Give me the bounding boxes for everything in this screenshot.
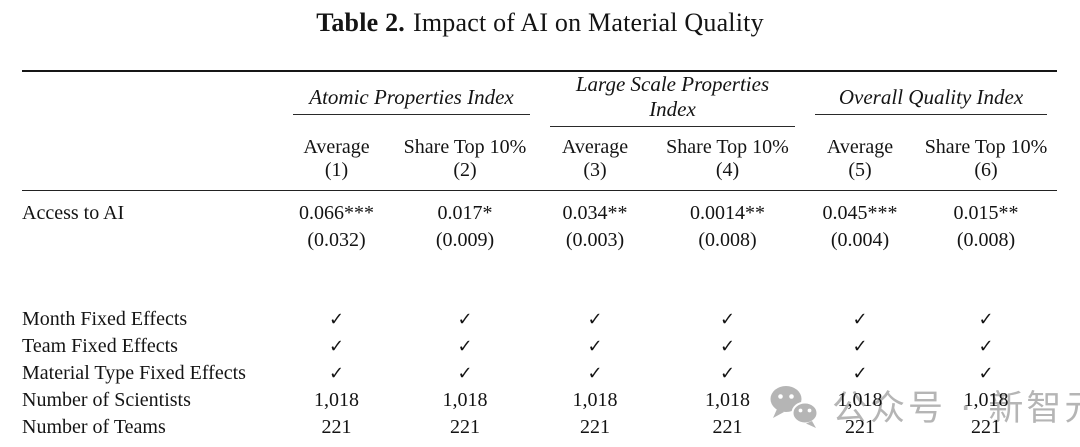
group-header-row: Atomic Properties Index Large Scale Prop… bbox=[22, 71, 1057, 127]
checkmark-cell: ✓ bbox=[328, 336, 345, 357]
row-label: Number of Scientists bbox=[22, 389, 191, 411]
stderr-cell: (0.003) bbox=[565, 229, 625, 251]
row-label: Team Fixed Effects bbox=[22, 335, 178, 357]
group-header-large-scale: Large Scale Properties Index bbox=[540, 71, 805, 127]
stderr-cell: (0.008) bbox=[956, 229, 1016, 251]
page-title: Table 2. Impact of AI on Material Quality bbox=[0, 0, 1080, 38]
coefficient-cell: 0.066*** bbox=[299, 202, 374, 224]
checkmark-cell: ✓ bbox=[457, 363, 473, 384]
checkmark-cell: ✓ bbox=[852, 363, 868, 384]
checkmark-cell: ✓ bbox=[852, 336, 868, 357]
count-cell: 221 bbox=[450, 416, 480, 438]
checkmark-cell: ✓ bbox=[719, 309, 736, 330]
column-header-row: Average (1) Share Top 10% (2) Average (3… bbox=[22, 127, 1058, 191]
checkmark-cell: ✓ bbox=[587, 336, 603, 357]
coefficient-cell: 0.034** bbox=[562, 202, 628, 224]
row-label: Month Fixed Effects bbox=[22, 308, 188, 330]
count-cell: 1,018 bbox=[705, 389, 750, 411]
stderr-cell: (0.032) bbox=[307, 229, 366, 251]
coefficient-cell: 0.0014** bbox=[690, 202, 765, 224]
wechat-icon bbox=[768, 384, 820, 435]
column-header-3: Average (3) bbox=[540, 127, 650, 191]
stderr-cell: (0.008) bbox=[698, 229, 757, 251]
checkmark-cell: ✓ bbox=[978, 363, 994, 384]
table-row-number-of-scientists: Number of Scientists 1,018 1,018 1,018 1… bbox=[22, 387, 1057, 414]
checkmark-cell: ✓ bbox=[719, 363, 736, 384]
count-cell: 1,018 bbox=[963, 389, 1009, 411]
checkmark-cell: ✓ bbox=[457, 336, 473, 357]
row-label: Material Type Fixed Effects bbox=[22, 362, 246, 384]
group-header-atomic: Atomic Properties Index bbox=[283, 71, 540, 127]
checkmark-cell: ✓ bbox=[587, 363, 603, 384]
stderr-cell: (0.009) bbox=[435, 229, 495, 251]
count-cell: 1,018 bbox=[442, 389, 488, 411]
watermark: 公众号 · 新智元 bbox=[768, 384, 1080, 435]
table-row-number-of-teams: Number of Teams 221 221 221 221 221 221 bbox=[22, 414, 1057, 447]
checkmark-cell: ✓ bbox=[328, 309, 345, 330]
count-cell: 221 bbox=[321, 416, 352, 438]
column-header-6: Share Top 10% (6) bbox=[915, 127, 1058, 191]
checkmark-cell: ✓ bbox=[978, 336, 994, 357]
empty-corner-cell bbox=[22, 71, 283, 127]
count-cell: 221 bbox=[712, 416, 743, 438]
count-cell: 1,018 bbox=[314, 389, 359, 411]
table-row-material-type-fixed-effects: Material Type Fixed Effects ✓ ✓ ✓ ✓ ✓ ✓ bbox=[22, 360, 1057, 387]
count-cell: 221 bbox=[971, 416, 1002, 438]
empty-corner-cell bbox=[22, 127, 283, 191]
count-cell: 221 bbox=[580, 416, 610, 438]
checkmark-cell: ✓ bbox=[719, 336, 736, 357]
table-caption: Impact of AI on Material Quality bbox=[412, 8, 764, 37]
row-label: Number of Teams bbox=[22, 416, 166, 438]
column-header-4: Share Top 10% (4) bbox=[650, 127, 806, 191]
coefficient-cell: 0.045*** bbox=[822, 202, 898, 224]
checkmark-cell: ✓ bbox=[328, 363, 345, 384]
spacer-row bbox=[22, 254, 1057, 306]
group-header-label: Atomic Properties Index bbox=[293, 85, 530, 115]
table-row-month-fixed-effects: Month Fixed Effects ✓ ✓ ✓ ✓ ✓ ✓ bbox=[22, 306, 1057, 333]
coefficient-cell: 0.017* bbox=[437, 202, 493, 224]
coefficient-cell: 0.015** bbox=[953, 202, 1019, 224]
group-header-label: Overall Quality Index bbox=[815, 85, 1048, 115]
checkmark-cell: ✓ bbox=[852, 309, 868, 330]
row-label bbox=[22, 227, 283, 254]
checkmark-cell: ✓ bbox=[587, 309, 603, 330]
regression-table: Atomic Properties Index Large Scale Prop… bbox=[22, 70, 1058, 447]
checkmark-cell: ✓ bbox=[978, 309, 994, 330]
count-cell: 1,018 bbox=[837, 389, 883, 411]
watermark-text: 公众号 · 新智元 bbox=[832, 389, 1080, 429]
table-row-team-fixed-effects: Team Fixed Effects ✓ ✓ ✓ ✓ ✓ ✓ bbox=[22, 333, 1057, 360]
checkmark-cell: ✓ bbox=[457, 309, 473, 330]
row-label: Access to AI bbox=[22, 202, 125, 224]
group-header-label: Large Scale Properties Index bbox=[550, 72, 796, 127]
count-cell: 221 bbox=[845, 416, 876, 438]
group-header-overall: Overall Quality Index bbox=[805, 71, 1057, 127]
stderr-cell: (0.004) bbox=[830, 229, 890, 251]
column-header-2: Share Top 10% (2) bbox=[390, 127, 540, 191]
column-header-1: Average (1) bbox=[283, 127, 390, 191]
count-cell: 1,018 bbox=[572, 389, 618, 411]
table-row-standard-errors: (0.032) (0.009) (0.003) (0.008) (0.004) … bbox=[22, 227, 1057, 254]
table-row-access-to-ai: Access to AI 0.066*** 0.017* 0.034** 0.0… bbox=[22, 191, 1057, 228]
column-header-5: Average (5) bbox=[805, 127, 916, 191]
table-number: Table 2. bbox=[316, 8, 405, 37]
